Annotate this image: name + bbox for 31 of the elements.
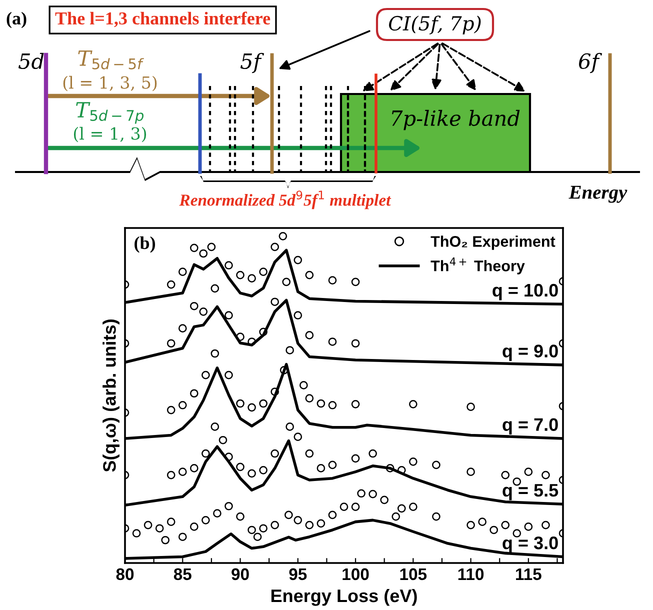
text: (l = 1, 3) [74,126,146,142]
x-tick-label: 85 [174,568,192,580]
text: 6f [579,52,602,74]
text: Energy [568,186,628,203]
text: 5d [18,52,44,70]
text: T$_{5d−5f}$ [78,50,144,70]
x-tick-label: 90 [232,568,249,580]
text: Renormalized 5d$^{9}$5f$^{1}$ multiplet [179,190,392,210]
text: (a) [6,12,26,28]
x-tick-label: 80 [116,568,134,580]
annotation: q = 7.0 [502,418,558,435]
legend-label: ThO₂ Experiment [430,236,556,250]
x-tick-label: 95 [289,568,307,580]
text: T$_{5d−7p}$ [76,102,144,124]
text: 7p-like band [392,110,520,130]
text: The l=1,3 channels interfere [55,12,270,28]
x-tick-label: 110 [458,568,484,580]
text: (l = 1, 3, 5) [63,76,157,92]
x-tick-label: 100 [342,568,369,580]
legend-label: Th$^{4+}$ Theory [430,258,525,274]
text: 5f [240,52,264,74]
y-axis-title: S(q,ω) (arb. units) [102,320,120,472]
annotation: q = 10.0 [492,284,558,300]
annotation: q = 3.0 [502,536,558,553]
x-tick-label: 105 [400,568,427,580]
annotation: q = 9.0 [502,344,558,362]
text: CI(5f, 7p) [389,16,481,34]
annotation: (b) [134,236,156,253]
x-tick-label: 115 [516,568,542,580]
x-axis-title: Energy Loss (eV) [271,588,417,606]
annotation: q = 5.5 [502,484,558,500]
